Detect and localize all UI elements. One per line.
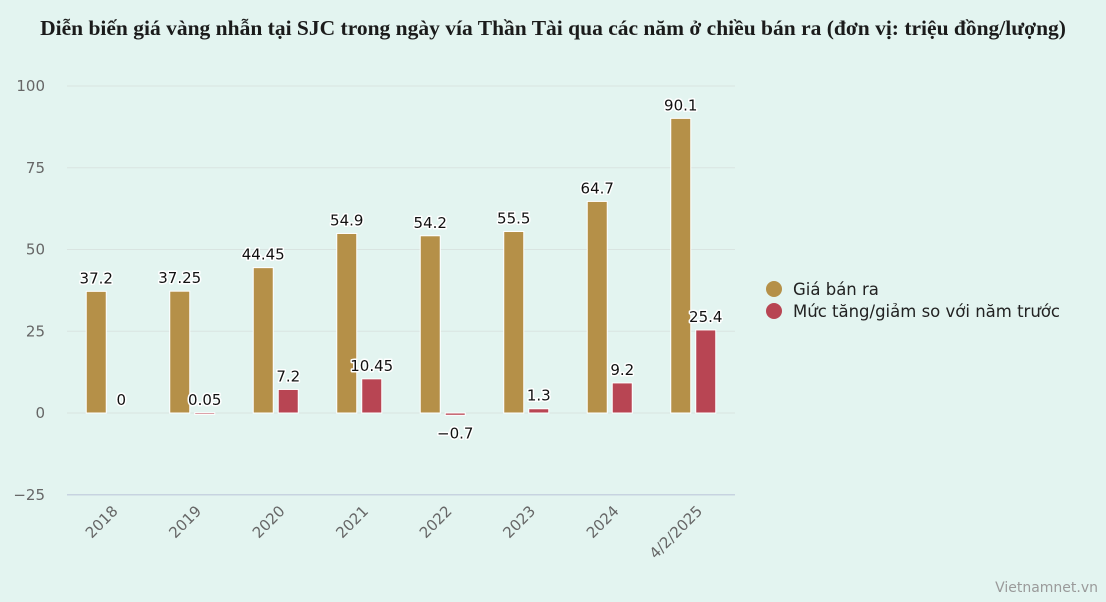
data-label: 7.2 (276, 367, 300, 385)
data-label: 54.2 (414, 214, 447, 232)
watermark: Vietnamnet.vn (995, 580, 1098, 596)
data-label: 25.4 (689, 308, 722, 326)
data-label: 55.5 (497, 210, 530, 228)
y-tick-label: 25 (26, 322, 45, 340)
legend-label: Mức tăng/giảm so với năm trước (793, 301, 1060, 321)
data-label: 1.3 (527, 387, 551, 405)
data-label: −0.7 (437, 424, 473, 442)
data-label: 37.25 (158, 269, 201, 287)
x-tick-label: 2021 (332, 502, 372, 542)
bar-gia-ban-ra[interactable] (169, 290, 191, 414)
bar-gia-ban-ra[interactable] (586, 200, 608, 414)
data-labels: 37.2 0 37.25 0.05 44.45 7.2 54.9 10.45 54.2 −0.7 5… (78, 95, 724, 444)
bar-gia-ban-ra[interactable] (252, 267, 274, 414)
y-tick-label: 75 (26, 159, 45, 177)
legend-item-muc-tang-giam[interactable]: Mức tăng/giảm so với năm trước (766, 300, 1060, 322)
data-label: 64.7 (581, 179, 614, 197)
data-label: 44.45 (242, 246, 285, 264)
y-tick-label: 100 (16, 77, 45, 95)
bar-muc-tang-giam[interactable] (277, 388, 299, 414)
data-label: 54.9 (330, 211, 363, 229)
chart-title: Diễn biến giá vàng nhẫn tại SJC trong ng… (40, 16, 1066, 40)
data-label: 0 (116, 391, 126, 409)
legend-dot-red-icon (766, 303, 782, 319)
x-tick-label: 2022 (416, 502, 456, 542)
gridlines (67, 85, 735, 496)
data-label: 0.05 (188, 391, 221, 409)
x-tick-label: 2020 (249, 502, 289, 542)
bar-gia-ban-ra[interactable] (670, 117, 692, 414)
x-tick-label: 2018 (82, 502, 122, 542)
bar-gia-ban-ra[interactable] (503, 231, 525, 414)
data-label: 10.45 (350, 357, 393, 375)
data-label: 9.2 (610, 361, 634, 379)
bar-gia-ban-ra[interactable] (336, 232, 358, 414)
data-label: 90.1 (664, 96, 697, 114)
bars (85, 117, 717, 416)
y-tick-label: −25 (13, 486, 45, 504)
bar-gia-ban-ra[interactable] (85, 290, 107, 414)
data-label: 37.2 (80, 269, 113, 287)
x-tick-label: 2023 (499, 502, 539, 542)
y-tick-label: 0 (35, 404, 45, 422)
bar-muc-tang-giam[interactable] (194, 412, 216, 415)
bar-muc-tang-giam[interactable] (361, 378, 383, 414)
x-tick-label: 2024 (583, 502, 623, 542)
legend-label: Giá bán ra (793, 279, 879, 299)
legend-dot-gold-icon (766, 281, 782, 297)
bar-gia-ban-ra[interactable] (419, 235, 441, 414)
x-axis-ticks: 2018 2019 2020 2021 2022 2023 2024 4/2/2025 (82, 502, 706, 562)
bar-muc-tang-giam[interactable] (528, 408, 550, 414)
legend-item-gia-ban-ra[interactable]: Giá bán ra (766, 278, 1060, 300)
y-axis-ticks: 100 75 50 25 0 −25 (13, 77, 45, 504)
bar-muc-tang-giam[interactable] (611, 382, 633, 414)
y-tick-label: 50 (26, 241, 45, 259)
x-tick-label: 4/2/2025 (646, 502, 706, 562)
legend: Giá bán ra Mức tăng/giảm so với năm trướ… (766, 278, 1060, 322)
x-tick-label: 2019 (165, 502, 205, 542)
bar-muc-tang-giam[interactable] (695, 329, 717, 414)
bar-muc-tang-giam[interactable] (444, 412, 466, 416)
